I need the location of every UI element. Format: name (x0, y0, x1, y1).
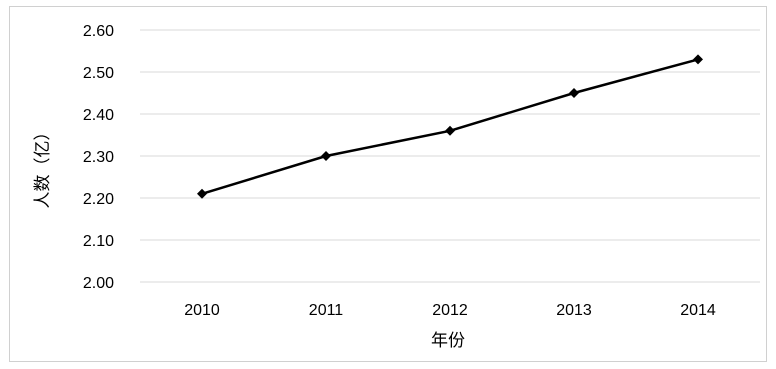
chart-frame (9, 6, 767, 362)
series-group (197, 54, 703, 199)
y-tick-label: 2.00 (83, 275, 114, 292)
y-tick-label: 2.10 (83, 233, 114, 250)
x-axis-title: 年份 (431, 331, 465, 351)
x-tick-label: 2012 (432, 302, 468, 319)
y-tick-label: 2.60 (83, 23, 114, 40)
x-tick-labels: 2010 2011 2012 2013 2014 (184, 302, 716, 319)
data-point-marker (569, 88, 579, 98)
y-tick-label: 2.20 (83, 191, 114, 208)
y-tick-label: 2.50 (83, 65, 114, 82)
data-point-marker (693, 54, 703, 65)
x-tick-label: 2011 (309, 302, 344, 319)
data-point-marker (197, 188, 207, 199)
y-axis-title: 人数（亿） (33, 124, 53, 209)
y-tick-label: 2.30 (83, 149, 114, 166)
x-tick-label: 2010 (184, 302, 220, 319)
data-point-marker (445, 125, 455, 136)
x-tick-label: 2014 (680, 302, 716, 319)
gridlines (140, 29, 760, 283)
x-tick-label: 2013 (556, 302, 592, 319)
y-tick-labels: 2.00 2.10 2.20 2.30 2.40 2.50 2.60 (83, 23, 114, 292)
data-point-marker (321, 151, 331, 161)
y-tick-label: 2.40 (83, 107, 114, 124)
